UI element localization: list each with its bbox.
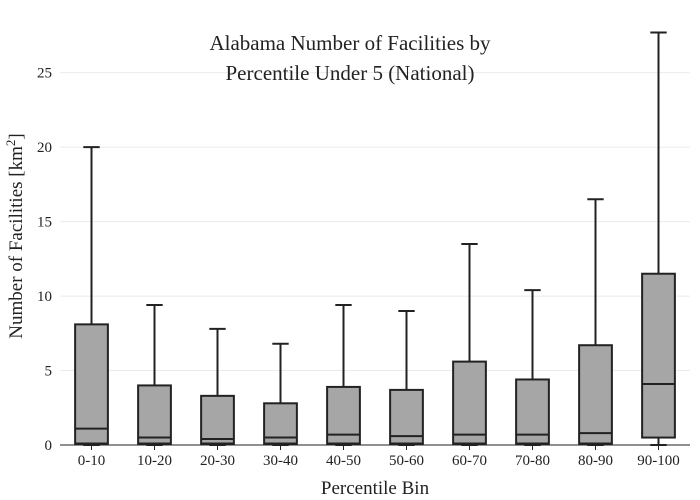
box-60-70 [452, 242, 487, 446]
x-tick-label: 80-90 [578, 453, 613, 469]
y-tick-label: 10 [37, 289, 52, 305]
y-tick-label: 25 [37, 66, 52, 82]
box-70-80 [515, 289, 550, 446]
box-iqr [200, 394, 235, 445]
x-tick-label: 10-20 [137, 453, 172, 469]
y-axis-title-superscript: 2 [3, 140, 18, 147]
y-tick-label: 5 [45, 364, 53, 380]
box-iqr [641, 272, 676, 439]
box-90-100 [641, 31, 676, 446]
x-tick-label: 20-30 [200, 453, 235, 469]
chart-title-line-2: Percentile Under 5 (National) [226, 61, 475, 85]
y-tick-label: 0 [45, 438, 53, 454]
x-tick-label: 70-80 [515, 453, 550, 469]
x-tick-label: 50-60 [389, 453, 424, 469]
x-tick-label: 40-50 [326, 453, 361, 469]
x-axis-title: Percentile Bin [321, 478, 430, 499]
box-iqr [452, 360, 487, 445]
y-axis-title-end: ] [6, 133, 27, 139]
box-20-30 [200, 327, 235, 446]
box-iqr [74, 323, 109, 445]
box-80-90 [578, 198, 613, 446]
chart-title-line-1: Alabama Number of Facilities by [209, 31, 491, 55]
y-tick-label: 15 [37, 215, 52, 231]
box-layer [74, 31, 676, 446]
box-iqr [578, 344, 613, 445]
y-tick-labels: 0 5 10 15 20 25 [37, 66, 52, 454]
box-iqr [515, 378, 550, 445]
box-40-50 [326, 304, 361, 446]
x-tick-label: 0-10 [78, 453, 106, 469]
box-50-60 [389, 309, 424, 446]
box-iqr [389, 388, 424, 445]
x-tick-labels: 0-10 10-20 20-30 30-40 40-50 50-60 60-70 70-80 8… [78, 445, 680, 469]
box-iqr [137, 384, 172, 445]
x-tick-label: 30-40 [263, 453, 298, 469]
x-tick-label: 90-100 [637, 453, 680, 469]
box-0-10 [74, 146, 109, 446]
y-axis-title: Number of Facilities [km2] [3, 133, 27, 338]
y-tick-label: 20 [37, 140, 52, 156]
box-10-20 [137, 304, 172, 446]
box-30-40 [263, 342, 298, 446]
y-axis-title-main: Number of Facilities [km [6, 146, 27, 339]
x-tick-label: 60-70 [452, 453, 487, 469]
